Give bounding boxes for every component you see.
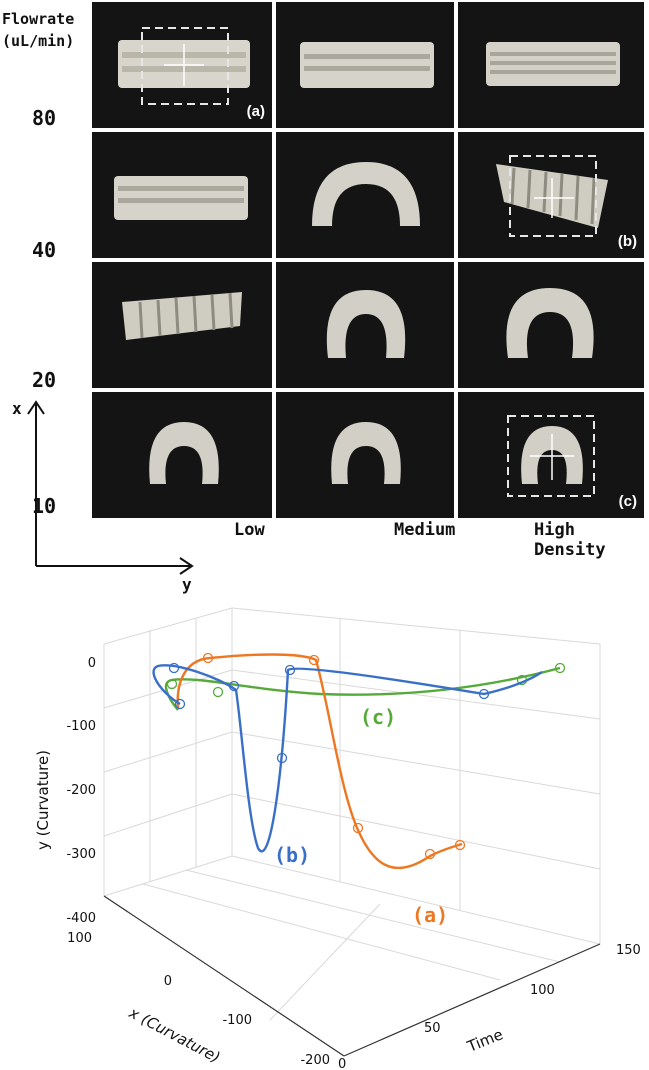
series-b-point [478, 688, 490, 700]
tag-a: (a) [246, 103, 265, 120]
series-b-point [168, 662, 180, 674]
series-a: (a) [176, 652, 466, 927]
col-label-low: Low [234, 520, 265, 540]
flowrate-header-line1: Flowrate [2, 10, 75, 28]
strip-ring-icon [149, 422, 219, 484]
plot-grid [103, 607, 601, 1021]
photo-20-high [458, 262, 644, 388]
row-label-40: 40 [32, 238, 57, 262]
z-tick-2: -200 [66, 783, 96, 798]
series-b: (b) [152, 662, 543, 867]
strip-flat-icon [300, 42, 434, 88]
time-tick-2: 100 [530, 983, 555, 998]
series-c: (c) [164, 662, 566, 729]
photo-20-medium [276, 262, 454, 388]
series-a-point [454, 839, 466, 851]
flowrate-header-line2: (uL/min) [2, 32, 75, 50]
row-label-80: 80 [32, 106, 57, 130]
strip-ring-icon [507, 415, 595, 497]
photo-10-low [92, 392, 272, 518]
series-a-label: (a) [412, 903, 448, 927]
z-tick-0: 0 [88, 656, 96, 671]
strip-twisted-icon [122, 292, 242, 340]
col-label-medium: Medium [394, 520, 456, 540]
row-label-20: 20 [32, 368, 57, 392]
photo-10-high: (c) [458, 392, 644, 518]
series-b-point [228, 680, 240, 692]
photo-20-low [92, 262, 272, 388]
photo-40-low [92, 132, 272, 258]
photo-40-high: (b) [458, 132, 644, 258]
col-label-high: High Density [534, 520, 606, 560]
time-tick-0: 0 [338, 1057, 346, 1070]
strip-flat-icon [118, 27, 250, 105]
series-b-point [284, 664, 296, 676]
photo-80-high [458, 2, 644, 128]
x-tick-2: -100 [222, 1013, 252, 1028]
x-tick-1: 0 [164, 974, 172, 989]
axis-label-x: x [12, 399, 22, 418]
series-b-point [174, 698, 186, 710]
series-c-point [554, 662, 566, 674]
photo-80-medium [276, 2, 454, 128]
tag-b: (b) [617, 233, 637, 250]
z-tick-1: -100 [66, 719, 96, 734]
axes-sketch: x y [12, 399, 194, 594]
photo-10-medium [276, 392, 454, 518]
series-b-label: (b) [274, 843, 310, 867]
series-b-point [276, 752, 288, 764]
series-c-label: (c) [360, 705, 396, 729]
trajectory-3d-plot: 0 -100 -200 -300 -400 100 0 -100 -200 0 … [34, 607, 641, 1070]
series-a-line [176, 653, 463, 869]
time-tick-1: 50 [424, 1021, 441, 1036]
photo-40-medium [276, 132, 454, 258]
time-tick-3: 150 [616, 943, 641, 958]
tag-c: (c) [618, 493, 637, 510]
strip-arch-icon [312, 162, 420, 226]
axis-label-y: y [182, 575, 192, 594]
photo-grid: (a) [92, 2, 644, 518]
strip-ring-icon [326, 290, 406, 358]
z-tick-4: -400 [66, 911, 96, 926]
series-c-line [164, 666, 561, 711]
strip-ring-icon [506, 288, 594, 358]
strip-flat-icon [486, 42, 620, 86]
time-axis-title: Time [464, 1025, 506, 1056]
x-tick-0: 100 [67, 931, 92, 946]
series-c-point [166, 678, 178, 690]
series-a-point [352, 822, 364, 834]
series-a-point [202, 652, 214, 664]
series-a-point [308, 654, 320, 666]
x-axis-title: x (Curvature) [125, 1003, 223, 1066]
x-tick-3: -200 [300, 1053, 330, 1068]
plot-axis-lines [103, 895, 601, 1057]
strip-flat-icon [114, 176, 248, 220]
series-c-point [212, 686, 224, 698]
series-a-point [424, 848, 436, 860]
strip-twisted-icon [496, 155, 608, 237]
series-b-line [152, 664, 543, 853]
z-axis-title: y (Curvature) [34, 750, 52, 850]
strip-ring-icon [331, 422, 401, 484]
flowrate-header: Flowrate (uL/min) [2, 8, 74, 52]
photo-80-low: (a) [92, 2, 272, 128]
z-tick-3: -300 [66, 847, 96, 862]
